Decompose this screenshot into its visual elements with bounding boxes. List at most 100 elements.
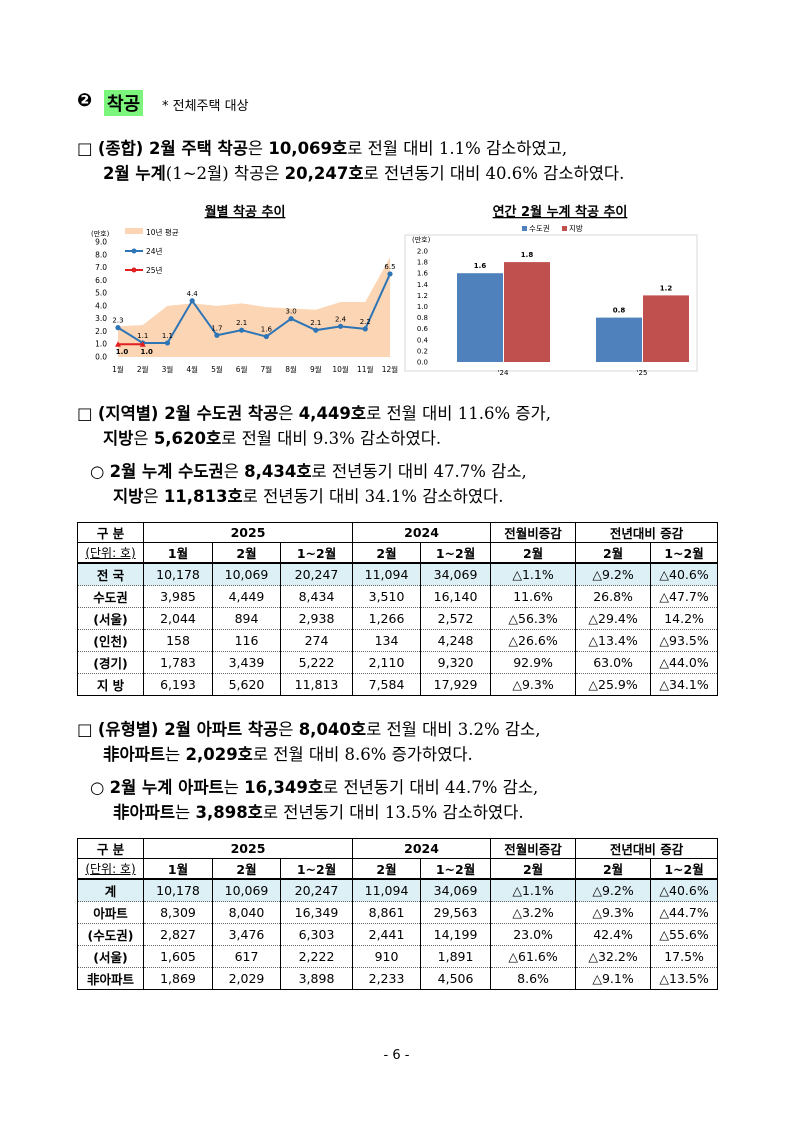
table-cell: 2,044: [143, 607, 213, 630]
table-cell: 7,584: [352, 673, 422, 696]
table-cell: △13.5%: [650, 967, 719, 990]
y-tick-label: 0.2: [417, 347, 428, 355]
table-cell: △1.1%: [490, 562, 577, 586]
table-cell: 34,069: [420, 562, 492, 586]
y-tick-label: 2.0: [417, 248, 428, 256]
table-cell: 수도권: [77, 585, 144, 608]
x-tick-label: 2월: [137, 364, 149, 374]
text: 는: [165, 745, 186, 764]
table-cell: 8,861: [352, 901, 422, 924]
y-tick-label: 1.6: [417, 270, 429, 278]
y-tick-label: 0.4: [417, 336, 429, 344]
x-tick-label: '25: [637, 369, 648, 377]
table-row: (수도권) 2,827 3,476 6,303 2,441 14,199 23.0% 42.4…: [77, 923, 719, 946]
y-tick-label: 4.0: [95, 301, 107, 310]
y-tick-label: 1.4: [417, 281, 429, 289]
x-tick-label: 1월: [112, 364, 124, 374]
table-cell: 14.2%: [650, 607, 719, 630]
table-cell: 2,110: [352, 651, 422, 674]
table-cell: 42.4%: [575, 923, 652, 946]
y-tick-label: 0.0: [95, 353, 107, 362]
x-tick-label: 4월: [186, 364, 198, 374]
bold-text: 지방: [113, 487, 144, 506]
text: 은: [223, 462, 245, 481]
point: [313, 327, 319, 333]
data-label: 1.1: [137, 332, 148, 340]
table-cell: 계: [77, 878, 144, 902]
plot-frame: [404, 234, 698, 372]
table-cell: △9.2%: [575, 878, 652, 902]
table-cell: 14,199: [420, 923, 492, 946]
table-cell: 23.0%: [490, 923, 577, 946]
table-cell: 20,247: [279, 878, 354, 902]
point: [239, 327, 245, 333]
table-cell: 910: [352, 945, 422, 968]
table-cell: △34.1%: [650, 673, 719, 696]
table-cell: 894: [212, 607, 281, 630]
table-cell: △9.3%: [575, 901, 652, 924]
axis-unit: (만호): [412, 235, 431, 244]
header-cell: 구 분: [77, 522, 144, 543]
y-tick-label: 3.0: [95, 314, 107, 323]
table-cell: 2,572: [420, 607, 492, 630]
text: 는: [223, 778, 245, 797]
table-cell: 6,303: [279, 923, 354, 946]
data-label: 1.7: [211, 324, 222, 332]
table-cell: 29,563: [420, 901, 492, 924]
heading-marker: ❷: [77, 90, 93, 111]
bold-text: 3,898호: [195, 803, 263, 822]
table-cell: 11,813: [279, 673, 354, 696]
y-tick-label: 1.8: [417, 259, 428, 267]
x-tick-label: 12월: [382, 364, 399, 374]
table-cell: △55.6%: [650, 923, 719, 946]
text: 로 전년동기 대비 40.6% 감소하였다.: [363, 164, 625, 183]
table-cell: 617: [212, 945, 281, 968]
text-line: 2월 누계(1~2월) 착공은 20,247호로 전년동기 대비 40.6% 감…: [103, 160, 624, 184]
table-body: 구 분 2025 2024 전월비증감 전년대비 증감 (단위: 호) 1월 2월 1~2월 2월…: [77, 522, 719, 696]
table-cell: △25.9%: [575, 673, 652, 696]
table-cell: 10,069: [212, 878, 281, 902]
table-cell: △40.6%: [650, 878, 719, 902]
table-cell: (수도권): [77, 923, 144, 946]
table-cell: △9.1%: [575, 967, 652, 990]
table-row: 아파트 8,309 8,040 16,349 8,861 29,563 △3.2% △9.3%…: [77, 901, 719, 924]
table-cell: 3,510: [352, 585, 422, 608]
header-cell: 2월: [575, 858, 652, 880]
text: 로 전년동기 대비 47.7% 감소,: [311, 462, 527, 481]
header-cell: 2월: [212, 542, 281, 564]
y-tick-label: 9.0: [95, 238, 107, 247]
legend-label: 지방: [569, 223, 583, 233]
bold-text: 非아파트: [113, 803, 176, 822]
table-cell: 2,222: [279, 945, 354, 968]
table-cell: △29.4%: [575, 607, 652, 630]
data-label: 2.2: [360, 318, 371, 326]
y-tick-label: 0.8: [417, 314, 428, 322]
text: 은: [278, 404, 299, 423]
text: 로 전년동기 대비 34.1% 감소하였다.: [242, 487, 504, 506]
bar: [457, 273, 503, 362]
text: 로 전월 대비 1.1% 감소하였고,: [347, 139, 568, 158]
header-cell: 2월: [352, 858, 422, 880]
legend-label: 24년: [146, 246, 163, 256]
table-cell: 8,040: [212, 901, 281, 924]
legend-swatch: [125, 228, 143, 234]
data-label: 1.8: [521, 251, 534, 259]
y-tick-label: 6.0: [95, 276, 107, 285]
axis-unit: (만호): [91, 229, 110, 238]
area: [118, 257, 390, 357]
x-tick-label: 8월: [285, 364, 297, 374]
table-cell: △44.7%: [650, 901, 719, 924]
table-row: (인천) 158 116 274 134 4,248 △26.6% △13.4% △93.5%: [77, 629, 719, 652]
point: [214, 332, 220, 338]
table-row: 지 방 6,193 5,620 11,813 7,584 17,929 △9.3% △25.9…: [77, 673, 719, 696]
text: 로 전월 대비 8.6% 증가하였다.: [252, 745, 473, 764]
bold-text: (종합) 2월 주택 착공: [97, 139, 248, 158]
text: 로 전년동기 대비 13.5% 감소하였다.: [262, 803, 524, 822]
point: [263, 333, 269, 340]
text-line: □ (유형별) 2월 아파트 착공은 8,040호로 전월 대비 3.2% 감소…: [77, 716, 540, 740]
text: 은: [247, 139, 269, 158]
data-label: 2.4: [335, 315, 347, 323]
y-tick-label: 8.0: [95, 250, 107, 259]
legend-swatch: [131, 248, 137, 254]
